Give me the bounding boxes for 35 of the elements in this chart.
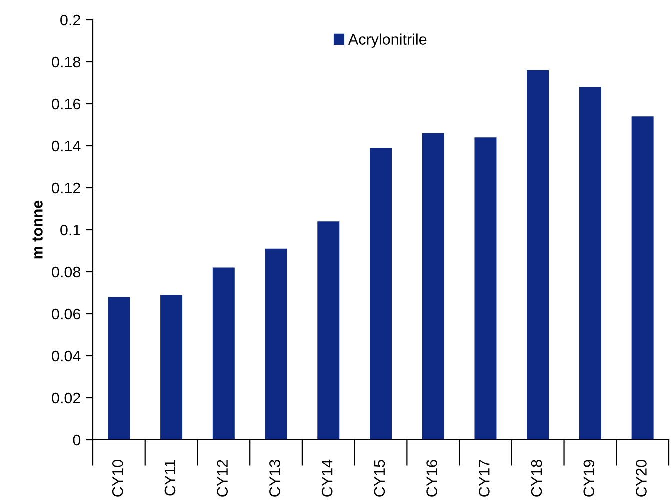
- y-tick-label: 0.12: [52, 182, 80, 194]
- x-tick-label: CY16: [426, 460, 438, 497]
- y-tick-label: 0.14: [52, 140, 81, 152]
- bar: [527, 70, 550, 440]
- y-tick-label: 0.06: [52, 308, 81, 320]
- y-axis-title: m tonne: [32, 200, 43, 259]
- x-tick-label: CY17: [479, 460, 490, 497]
- y-tick-label: 0.04: [52, 350, 81, 362]
- x-tick-label: CY10: [112, 460, 124, 497]
- y-tick-label: 0.16: [52, 98, 81, 110]
- x-tick-label: CY19: [584, 460, 595, 497]
- bar: [160, 295, 183, 440]
- y-tick-label: 0.02: [52, 392, 80, 404]
- y-tick-label: 0.2: [60, 14, 80, 26]
- bar: [212, 268, 235, 440]
- bar: [108, 297, 130, 440]
- y-tick-label: 0.1: [60, 224, 80, 236]
- y-tick-label: 0.18: [52, 56, 81, 68]
- bar: [474, 138, 497, 440]
- bar: [265, 248, 288, 440]
- bar: [632, 116, 654, 440]
- x-tick-label: CY14: [322, 460, 333, 497]
- bar: [422, 133, 444, 440]
- y-tick-label: 0.08: [52, 266, 81, 278]
- x-tick-label: CY18: [531, 460, 542, 497]
- x-tick-label: CY20: [636, 460, 647, 497]
- bar: [370, 148, 392, 440]
- y-tick-label: 0: [73, 434, 81, 446]
- legend-label: Acrylonitrile: [348, 34, 427, 48]
- bar: [318, 222, 340, 440]
- x-tick-label: CY12: [217, 460, 228, 497]
- bar: [579, 87, 602, 440]
- x-tick-label: CY11: [164, 460, 176, 496]
- x-tick-label: CY13: [270, 460, 280, 497]
- x-tick-label: CY15: [374, 460, 386, 497]
